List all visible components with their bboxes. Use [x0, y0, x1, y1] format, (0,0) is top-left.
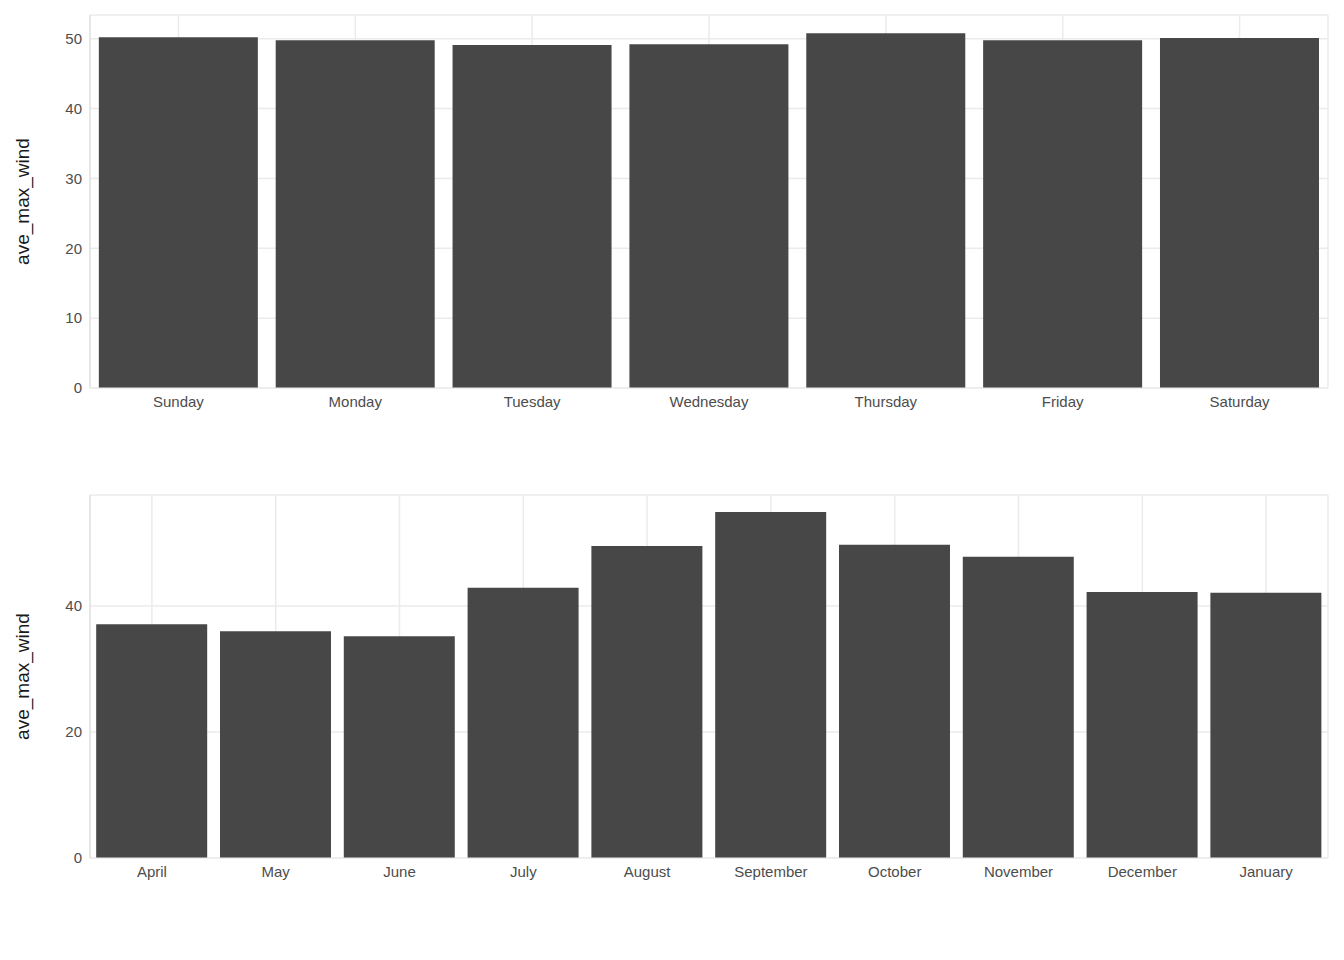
svg-text:June: June: [383, 863, 416, 880]
svg-text:50: 50: [65, 30, 82, 47]
svg-text:May: May: [262, 863, 291, 880]
svg-text:40: 40: [65, 597, 82, 614]
svg-text:0: 0: [74, 849, 82, 866]
svg-text:April: April: [137, 863, 167, 880]
svg-text:September: September: [734, 863, 807, 880]
svg-text:Wednesday: Wednesday: [670, 393, 749, 410]
svg-text:ave_max_wind: ave_max_wind: [12, 138, 34, 265]
svg-text:Sunday: Sunday: [153, 393, 204, 410]
svg-text:August: August: [624, 863, 672, 880]
svg-text:20: 20: [65, 723, 82, 740]
svg-text:40: 40: [65, 100, 82, 117]
svg-text:Thursday: Thursday: [855, 393, 918, 410]
svg-text:30: 30: [65, 170, 82, 187]
svg-text:ave_max_wind: ave_max_wind: [12, 613, 34, 740]
svg-text:Friday: Friday: [1042, 393, 1084, 410]
svg-text:10: 10: [65, 309, 82, 326]
svg-text:January: January: [1239, 863, 1293, 880]
svg-text:Tuesday: Tuesday: [504, 393, 561, 410]
svg-text:0: 0: [74, 379, 82, 396]
svg-text:November: November: [984, 863, 1053, 880]
svg-text:October: October: [868, 863, 921, 880]
svg-text:July: July: [510, 863, 537, 880]
svg-text:Saturday: Saturday: [1210, 393, 1271, 410]
svg-text:Monday: Monday: [329, 393, 383, 410]
svg-text:December: December: [1108, 863, 1177, 880]
svg-text:20: 20: [65, 240, 82, 257]
